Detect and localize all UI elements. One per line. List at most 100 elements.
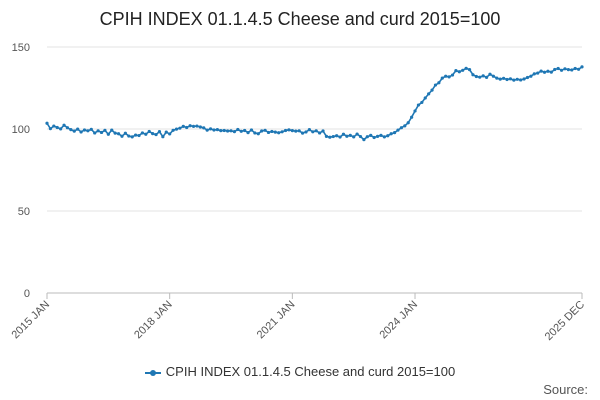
data-point[interactable] [321, 129, 325, 133]
data-point[interactable] [556, 66, 560, 71]
data-point[interactable] [280, 130, 284, 134]
data-point[interactable] [239, 129, 243, 133]
data-point[interactable] [307, 128, 311, 132]
data-point[interactable] [226, 129, 230, 133]
data-point[interactable] [392, 131, 397, 135]
data-point[interactable] [147, 129, 151, 134]
data-point[interactable] [570, 68, 574, 72]
data-point[interactable] [161, 135, 165, 139]
data-point[interactable] [260, 129, 264, 133]
data-point[interactable] [79, 130, 83, 134]
data-point[interactable] [127, 134, 131, 138]
data-point[interactable] [144, 132, 148, 136]
data-point[interactable] [256, 132, 260, 136]
data-point[interactable] [52, 124, 56, 128]
data-point[interactable] [290, 129, 294, 133]
data-point[interactable] [481, 74, 485, 78]
data-point[interactable] [440, 76, 444, 80]
data-point[interactable] [215, 128, 219, 132]
data-point[interactable] [372, 135, 376, 140]
data-point[interactable] [198, 125, 202, 129]
data-point[interactable] [188, 124, 192, 128]
data-point[interactable] [573, 66, 577, 71]
data-point[interactable] [178, 126, 182, 130]
data-point[interactable] [123, 131, 127, 135]
data-point[interactable] [406, 121, 410, 125]
data-point[interactable] [369, 133, 373, 137]
data-point[interactable] [508, 77, 513, 81]
data-point[interactable] [266, 130, 271, 135]
data-point[interactable] [130, 135, 134, 139]
data-point[interactable] [427, 92, 431, 96]
data-point[interactable] [232, 130, 237, 134]
data-point[interactable] [386, 134, 390, 138]
data-point[interactable] [341, 132, 346, 136]
data-point[interactable] [396, 128, 400, 132]
data-point[interactable] [249, 128, 254, 132]
data-point[interactable] [471, 73, 475, 77]
data-point[interactable] [246, 131, 250, 135]
data-point[interactable] [324, 134, 329, 138]
data-point[interactable] [294, 129, 298, 133]
data-point[interactable] [379, 133, 383, 137]
data-point[interactable] [96, 129, 100, 133]
data-point[interactable] [491, 74, 495, 78]
data-point[interactable] [243, 128, 247, 133]
data-point[interactable] [137, 133, 141, 138]
data-point[interactable] [69, 128, 73, 132]
data-point[interactable] [287, 128, 291, 132]
data-point[interactable] [355, 132, 359, 136]
data-point[interactable] [413, 109, 417, 113]
data-point[interactable] [219, 129, 223, 133]
data-point[interactable] [467, 68, 472, 72]
data-point[interactable] [389, 132, 393, 136]
data-point[interactable] [352, 135, 356, 139]
data-point[interactable] [430, 88, 434, 92]
data-point[interactable] [447, 75, 451, 79]
data-point[interactable] [553, 67, 557, 72]
data-point[interactable] [263, 128, 267, 132]
data-point[interactable] [106, 132, 110, 136]
data-point[interactable] [277, 131, 281, 135]
data-point[interactable] [229, 129, 233, 133]
data-point[interactable] [311, 130, 315, 134]
data-point[interactable] [559, 68, 564, 72]
data-point[interactable] [457, 70, 461, 74]
data-point[interactable] [464, 66, 468, 70]
data-point[interactable] [580, 65, 584, 69]
data-point[interactable] [283, 128, 288, 133]
data-point[interactable] [420, 100, 424, 105]
data-point[interactable] [416, 103, 421, 107]
data-point[interactable] [151, 131, 155, 136]
data-point[interactable] [45, 121, 49, 125]
data-point[interactable] [484, 75, 489, 79]
data-point[interactable] [174, 127, 179, 131]
data-point[interactable] [399, 126, 403, 130]
data-point[interactable] [62, 123, 66, 127]
data-point[interactable] [525, 75, 530, 80]
data-point[interactable] [331, 134, 335, 139]
data-point[interactable] [208, 127, 213, 131]
data-point[interactable] [212, 128, 216, 132]
data-point[interactable] [236, 127, 240, 132]
data-point[interactable] [478, 75, 482, 79]
data-point[interactable] [375, 134, 380, 138]
data-point[interactable] [358, 134, 363, 139]
data-point[interactable] [89, 127, 93, 131]
data-point[interactable] [410, 115, 414, 119]
data-point[interactable] [403, 124, 407, 128]
data-point[interactable] [195, 124, 199, 128]
data-point[interactable] [498, 77, 502, 81]
data-point[interactable] [65, 126, 70, 130]
data-point[interactable] [222, 128, 226, 133]
data-point[interactable] [55, 125, 59, 130]
data-point[interactable] [297, 129, 301, 133]
data-point[interactable] [191, 124, 196, 128]
data-point[interactable] [566, 68, 570, 72]
data-point[interactable] [134, 133, 138, 137]
data-point[interactable] [157, 130, 162, 134]
data-point[interactable] [505, 77, 509, 82]
data-point[interactable] [423, 96, 427, 100]
data-point[interactable] [253, 131, 257, 135]
data-point[interactable] [433, 83, 438, 87]
